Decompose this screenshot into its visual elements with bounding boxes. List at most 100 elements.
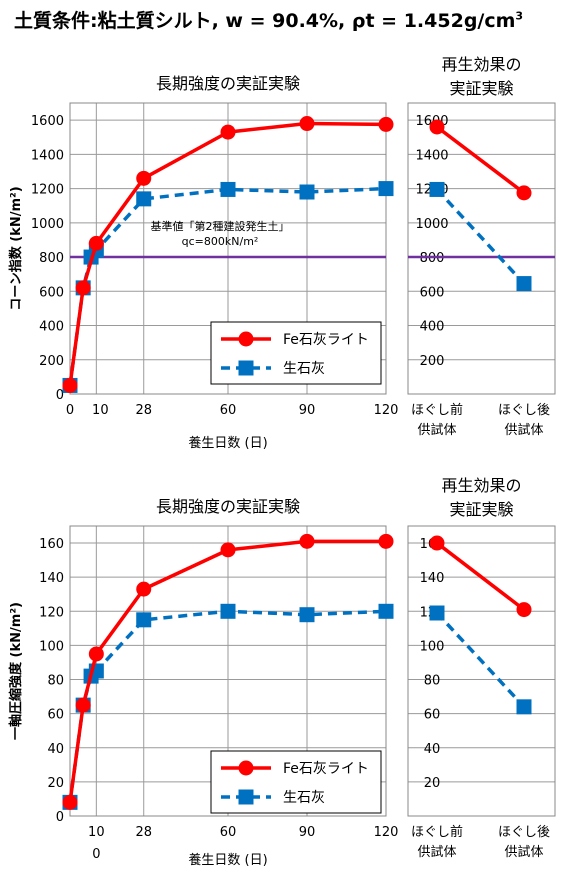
chart3-series-fe-point-4 [220, 542, 236, 558]
chart1-title: 長期強度の実証実験 [156, 74, 300, 93]
chart4-frame [407, 525, 556, 817]
chart2-series-fe-line [435, 125, 526, 195]
chart3-series-fe-point-2 [88, 646, 104, 662]
chart1-series-qlime-point-7 [378, 181, 394, 197]
chart4-ytick-4: 100 [420, 639, 445, 654]
chart3-series-fe-point-5 [299, 533, 315, 549]
chart2-category-1-line-1: 供試体 [504, 422, 543, 438]
chart4-category-1-line-0: ほぐし後 [498, 825, 550, 840]
chart3-series-qlime-point-7 [378, 603, 394, 619]
chart4-ytick-6: 140 [420, 571, 445, 586]
chart2-ytick-3: 800 [420, 251, 445, 266]
chart3-ytick-0: 0 [56, 810, 64, 825]
chart2-ytick-4: 1000 [415, 217, 448, 232]
chart1-series-qlime-point-5 [220, 181, 236, 197]
chart1-series-fe-point-1 [75, 280, 91, 296]
chart4-series-qlime-point-1 [516, 699, 532, 715]
chart3-ytick-1: 20 [47, 776, 64, 791]
chart1-legend-qlime-marker [238, 360, 254, 376]
chart3-ytick-3: 60 [47, 708, 64, 723]
chart3-ytick-2: 40 [47, 742, 64, 757]
chart1-legend-fe-marker [238, 331, 254, 347]
chart1-ytick-3: 600 [39, 285, 64, 300]
chart4-series-qlime-line [435, 611, 526, 709]
chart3-xtick-4: 120 [374, 825, 399, 840]
chart4-title-line1: 再生効果の [441, 476, 521, 495]
chart4-ytick-2: 60 [424, 708, 441, 723]
page-title-superscript: 3 [515, 9, 524, 23]
chart4-series-fe-point-0 [429, 535, 445, 551]
chart3-ytick-6: 120 [39, 605, 64, 620]
chart1-series-fe-point-2 [88, 235, 104, 251]
chart3-series-qlime-point-6 [299, 607, 315, 623]
chart3-series-fe-point-0 [62, 794, 78, 810]
chart1-ytick-5: 1000 [31, 217, 64, 232]
chart1-frame [69, 102, 387, 395]
chart3-xtick-3: 90 [299, 825, 316, 840]
chart1-ytick-2: 400 [39, 320, 64, 335]
chart2-title-line2: 実証実験 [449, 79, 513, 98]
chart4-series-fe-line [435, 541, 526, 611]
chart3-series-qlime-point-4 [136, 612, 152, 628]
chart3-legend-fe-label: Fe石灰ライト [283, 761, 369, 777]
chart3-frame [69, 525, 387, 817]
chart3-series-fe-point-6 [378, 533, 394, 549]
chart2-series-qlime-point-1 [516, 276, 532, 292]
chart1-series-fe-point-6 [378, 116, 394, 132]
chart2-ytick-1: 400 [420, 320, 445, 335]
chart3-ytick-4: 80 [47, 674, 64, 689]
chart4-ytick-1: 40 [424, 742, 441, 757]
chart1-series-fe-point-5 [299, 116, 315, 132]
chart3-xtick2-0: 0 [92, 847, 100, 862]
chart1-reference-label2: qc=800kN/m² [182, 235, 259, 248]
chart2-series-fe-point-0 [429, 119, 445, 135]
chart3-ytick-5: 100 [39, 639, 64, 654]
chart2-title-line1: 再生効果の [441, 55, 521, 74]
chart2-ytick-0: 200 [420, 354, 445, 369]
chart1-xtick-2: 28 [135, 403, 152, 418]
chart1-legend-fe-label: Fe石灰ライト [283, 332, 369, 348]
chart1-ytick-0: 0 [56, 388, 64, 403]
chart1-ytick-4: 800 [39, 251, 64, 266]
chart1-legend-qlime-label: 生石灰 [283, 361, 325, 377]
chart1-xtick-5: 120 [374, 403, 399, 418]
chart4-series-qlime-point-0 [429, 605, 445, 621]
chart1-ytick-7: 1400 [31, 148, 64, 163]
chart1-xtick-4: 90 [299, 403, 316, 418]
chart4-category-1-line-1: 供試体 [504, 844, 543, 860]
chart2-category-0-line-1: 供試体 [417, 422, 456, 438]
chart3-xtick-2: 60 [220, 825, 237, 840]
chart3-xlabel: 養生日数 (日) [188, 852, 267, 868]
chart3-series-fe-point-3 [136, 581, 152, 597]
chart1-series-qlime-line [68, 186, 387, 386]
chart1-xtick-3: 60 [220, 403, 237, 418]
chart1-xtick-1: 10 [92, 403, 109, 418]
page-title: 土質条件:粘土質シルト, w = 90.4%, ρt = 1.452g/cm3 [14, 6, 523, 33]
chart1-ytick-8: 1600 [31, 114, 64, 129]
chart1-reference-label: 基準値「第2種建設発生土」 [151, 219, 290, 233]
chart3-legend-fe-marker [238, 760, 254, 776]
chart3-series-qlime-line [68, 609, 387, 803]
chart1-series-qlime-point-6 [299, 184, 315, 200]
chart1-series-fe-point-4 [220, 124, 236, 140]
chart2-category-0-line-0: ほぐし前 [411, 402, 463, 418]
chart4-category-0-line-1: 供試体 [417, 844, 456, 860]
chart1-xlabel: 養生日数 (日) [188, 435, 267, 451]
chart2-series-qlime-line [435, 188, 526, 285]
chart2-series-qlime-point-0 [429, 181, 445, 197]
chart3-series-qlime-point-5 [220, 603, 236, 619]
chart1-ytick-6: 1200 [31, 183, 64, 198]
chart2-series-fe-point-1 [516, 185, 532, 201]
chart3-legend-qlime-label: 生石灰 [283, 790, 325, 806]
chart2-ytick-6: 1400 [415, 148, 448, 163]
chart3-xtick-0: 10 [88, 825, 105, 840]
chart4-title-line2: 実証実験 [449, 500, 513, 519]
chart1-series-fe-point-0 [62, 377, 78, 393]
page-title-text: 土質条件:粘土質シルト, w = 90.4%, ρt = 1.452g/cm [14, 10, 516, 32]
chart1-series-qlime-point-4 [136, 191, 152, 207]
chart3-series-fe-point-1 [75, 697, 91, 713]
chart3-xtick-1: 28 [135, 825, 152, 840]
chart3-ytick-8: 160 [39, 537, 64, 552]
chart3-title: 長期強度の実証実験 [156, 497, 300, 516]
